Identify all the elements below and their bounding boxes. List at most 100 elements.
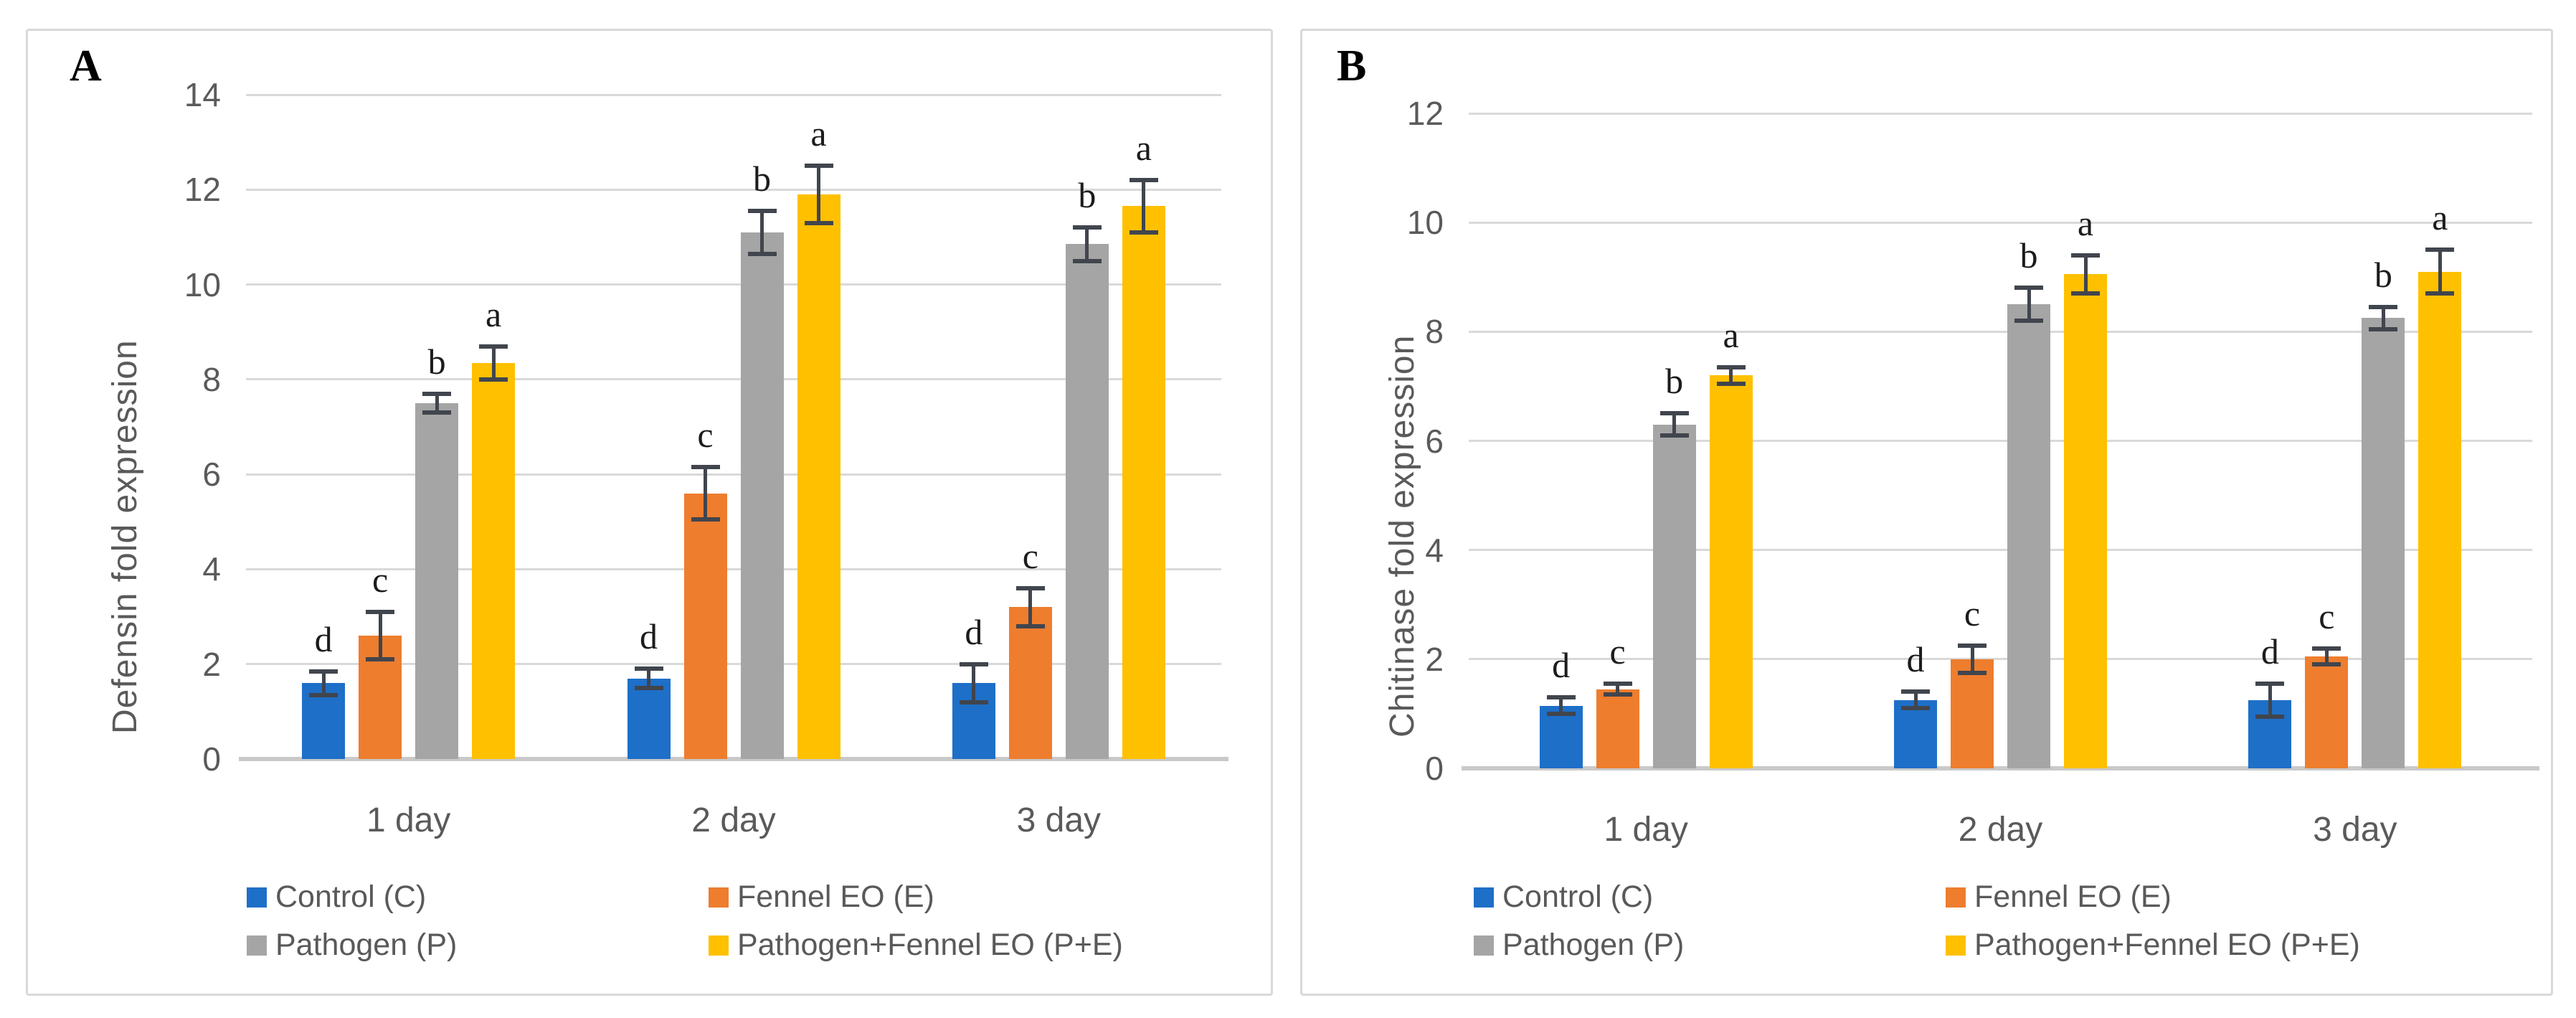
gridline [1469, 221, 2532, 224]
y-tick-label: 2 [202, 645, 221, 683]
significance-letter: c [697, 415, 714, 456]
error-bar-cap [309, 669, 338, 674]
error-bar-cap [959, 699, 988, 704]
error-bar [1028, 588, 1033, 626]
legend-item: Pathogen (P) [1474, 928, 1684, 961]
error-bar-cap [747, 251, 777, 256]
error-bar [435, 393, 439, 413]
panel-b: B Chitinase fold expression 0 2 4 6 8 10 12 1 d… [1300, 29, 2553, 996]
error-bar [647, 669, 650, 688]
error-bar-cap [1659, 433, 1689, 438]
error-bar [378, 611, 382, 660]
significance-letter: b [753, 159, 771, 199]
legend-swatch [1946, 887, 1966, 908]
gridline [246, 378, 1221, 381]
error-bar [1913, 692, 1918, 709]
y-tick-label: 6 [1425, 422, 1444, 460]
error-bar [1142, 180, 1146, 232]
gridline [246, 473, 1221, 476]
error-bar-cap [2255, 714, 2285, 719]
legend-item: Control (C) [247, 880, 427, 914]
legend-label: Pathogen+Fennel EO (P+E) [737, 928, 1123, 962]
legend-item: Fennel EO (E) [1946, 880, 2172, 913]
significance-letter: c [1022, 535, 1038, 576]
x-category-label: 1 day [366, 801, 451, 839]
error-bar-cap [1129, 230, 1158, 235]
panel-a-plot-area: 0 2 4 6 8 10 12 14 1 day d c b a 2 day d c b a 3 day d c b a [184, 78, 1228, 838]
error-bar-cap [2425, 248, 2455, 253]
error-bar [760, 211, 764, 254]
legend-item: Control (C) [1474, 880, 1654, 914]
significance-letter: a [2077, 202, 2094, 243]
legend-item: Pathogen+Fennel EO (P+E) [709, 928, 1123, 962]
bar-pathogen-fennel-eo-p-e [797, 194, 840, 759]
error-bar-cap [1716, 381, 1746, 386]
error-bar-cap [959, 661, 988, 666]
error-bar [2027, 288, 2031, 321]
error-bar [1970, 645, 1974, 673]
x-category-label: 3 day [2313, 811, 2397, 849]
gridline [246, 567, 1221, 570]
bar-control-c [1894, 699, 1937, 768]
y-tick-label: 2 [1425, 640, 1444, 678]
legend-item: Fennel EO (E) [709, 880, 934, 913]
error-bar [1672, 413, 1677, 435]
error-bar-cap [366, 657, 395, 662]
error-bar [2324, 648, 2329, 665]
gridline [1469, 112, 2532, 115]
gridline [246, 663, 1221, 666]
bar-pathogen-fennel-eo-p-e [1709, 375, 1753, 768]
error-bar-cap [2425, 291, 2455, 296]
bar-pathogen-fennel-eo-p-e [2064, 274, 2107, 768]
bar-fennel-eo-e [1008, 607, 1052, 759]
bar-pathogen-p [1065, 244, 1109, 759]
error-bar-cap [1958, 670, 1987, 675]
bar-fennel-eo-e [1596, 689, 1639, 768]
legend-item: Pathogen (P) [247, 928, 458, 962]
x-category-label: 2 day [1958, 811, 2043, 849]
significance-letter: d [2260, 631, 2279, 672]
significance-letter: a [1135, 128, 1152, 169]
bar-pathogen-fennel-eo-p-e [2418, 271, 2462, 768]
bar-pathogen-p [415, 402, 459, 759]
legend-label: Control (C) [275, 880, 427, 914]
significance-letter: b [2374, 255, 2392, 296]
error-bar-cap [2312, 646, 2341, 651]
legend-swatch [1474, 935, 1494, 956]
error-bar-cap [1716, 364, 1746, 369]
y-tick-label: 12 [184, 171, 221, 209]
bar-pathogen-fennel-eo-p-e [472, 362, 516, 759]
significance-letter: b [1665, 361, 1684, 402]
significance-letter: c [1609, 631, 1626, 672]
y-tick-label: 0 [202, 740, 221, 778]
error-bar [972, 664, 976, 702]
significance-letter: c [372, 559, 389, 600]
bar-fennel-eo-e [683, 493, 727, 759]
panel-a-y-axis-title: Defensin fold expression [106, 339, 144, 734]
error-bar-cap [2312, 662, 2341, 667]
bar-pathogen-p [1652, 424, 1696, 768]
bar-pathogen-fennel-eo-p-e [1122, 206, 1165, 759]
error-bar-cap [691, 517, 720, 522]
error-bar-cap [747, 209, 777, 214]
legend-item: Pathogen+Fennel EO (P+E) [1946, 928, 2360, 961]
error-bar [1085, 227, 1089, 261]
legend-swatch [1946, 935, 1966, 956]
error-bar [491, 346, 496, 380]
x-category-label: 2 day [691, 801, 776, 839]
significance-letter: a [2432, 197, 2448, 238]
error-bar [2083, 255, 2088, 294]
legend-label: Pathogen (P) [275, 928, 458, 962]
significance-letter: c [1964, 593, 1981, 633]
panel-b-plot-area: 0 2 4 6 8 10 12 1 day d c b a 2 day d c b a 3 day d c b a [1407, 97, 2539, 847]
y-tick-label: 10 [1406, 204, 1444, 242]
y-tick-label: 10 [184, 265, 221, 303]
error-bar-cap [1015, 623, 1045, 628]
significance-letter: a [810, 113, 827, 154]
y-tick-label: 12 [1406, 95, 1444, 132]
legend-label: Control (C) [1502, 880, 1654, 914]
error-bar-cap [1072, 225, 1102, 230]
error-bar-cap [422, 410, 452, 415]
gridline [246, 283, 1221, 286]
error-bar [1729, 367, 1733, 384]
